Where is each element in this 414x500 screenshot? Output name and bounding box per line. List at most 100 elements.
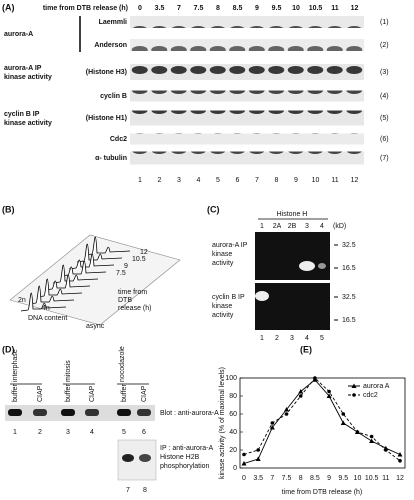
band	[85, 409, 99, 416]
blot	[130, 133, 364, 145]
panel-label: (B)	[2, 204, 15, 214]
row-label: Anderson	[94, 42, 127, 49]
axis-label: async	[86, 323, 105, 330]
x-tick-label: 10	[354, 475, 362, 482]
marker	[256, 448, 260, 452]
row-label: cyclin B IP	[212, 294, 245, 301]
treatment-label: buffer	[12, 384, 19, 402]
z-tick: 10.5	[132, 256, 146, 263]
row-label: Cdc2	[110, 136, 127, 143]
lane-label: 3	[305, 223, 309, 230]
blot	[255, 283, 330, 330]
lane-number: 8	[143, 487, 147, 494]
time-label: 7	[177, 5, 181, 12]
row-label: activity	[212, 312, 234, 319]
plot-frame	[239, 377, 406, 469]
lane-number: 1	[13, 429, 17, 436]
series-line	[243, 379, 401, 464]
lane-number: 1	[260, 335, 264, 342]
panel-label: (E)	[300, 344, 312, 354]
band	[122, 454, 134, 462]
y-tick-label: 60	[229, 411, 237, 418]
row-label: kinase	[212, 251, 232, 258]
blot-label: Blot : anti-aurora-A	[160, 410, 219, 417]
lane-number: 4	[90, 429, 94, 436]
treatment-label: buffer	[121, 384, 128, 402]
treatment-label: CIAP	[89, 385, 96, 402]
axis-label: DNA content	[28, 315, 67, 322]
marker	[398, 459, 402, 463]
lane-number: 10	[312, 177, 320, 184]
x-tick-label: 7	[270, 475, 274, 482]
y-tick-label: 40	[229, 429, 237, 436]
panel-label: (A)	[2, 2, 15, 12]
row-number: (4)	[380, 93, 389, 100]
blot	[130, 110, 364, 126]
band	[33, 409, 47, 416]
size-marker: 16.5	[342, 265, 356, 272]
row-number: (3)	[380, 69, 389, 76]
row-label: activity	[212, 260, 234, 267]
floor	[9, 234, 181, 326]
x-tick-label: 7.5	[282, 475, 292, 482]
lane-number: 2	[275, 335, 279, 342]
lane-label: 2B	[288, 223, 297, 230]
z-tick: 7.5	[116, 270, 126, 277]
group-label: kinase activity	[4, 74, 52, 81]
size-marker: 32.5	[342, 294, 356, 301]
lane-number: 6	[236, 177, 240, 184]
y-axis-label: kinase activity (% of maximal levels)	[219, 367, 226, 479]
blot	[130, 151, 364, 165]
marker	[269, 425, 275, 430]
row-label: cyclin B	[100, 93, 127, 100]
lane-number: 3	[290, 335, 294, 342]
y-tick-label: 0	[233, 465, 237, 472]
axis-label: 2n	[18, 297, 26, 304]
group-label: nocodazole	[119, 346, 126, 382]
lane-number: 8	[275, 177, 279, 184]
group-label: cyclin B IP	[4, 111, 40, 118]
lane-number: 7	[126, 487, 130, 494]
panel-a: (A) time from DTB release (h) 0 3.5 7 7.5 8 8…	[2, 2, 389, 183]
treatment-label: CIAP	[37, 385, 44, 402]
legend-label: cdc2	[363, 392, 378, 399]
x-tick-label: 12	[396, 475, 404, 482]
lane-number: 7	[255, 177, 259, 184]
band	[299, 261, 315, 271]
x-tick-label: 10.5	[365, 475, 379, 482]
time-label: 10.5	[309, 5, 323, 12]
group-label: kinase activity	[4, 120, 52, 127]
lane-number: 12	[351, 177, 359, 184]
blot	[130, 64, 364, 80]
row-label: (Histone H3)	[86, 69, 127, 76]
marker	[270, 421, 275, 425]
band	[255, 291, 269, 301]
x-tick-label: 9	[327, 475, 331, 482]
z-label: release (h)	[118, 305, 151, 312]
z-tick: 9	[124, 263, 128, 270]
marker	[327, 389, 331, 394]
row-number: (7)	[380, 155, 389, 162]
y-tick-label: 20	[229, 447, 237, 454]
group-label: aurora-A IP	[4, 65, 42, 72]
marker	[355, 430, 360, 434]
time-label: 8.5	[233, 5, 243, 12]
ip-label: IP : anti-aurora-A	[160, 445, 214, 452]
lane-number: 5	[320, 335, 324, 342]
band	[139, 454, 151, 462]
x-tick-label: 11	[382, 475, 389, 482]
time-label: 7.5	[194, 5, 204, 12]
band	[137, 409, 151, 416]
lane-number: 4	[305, 335, 309, 342]
panel-c: (C) Histone H (kD) 1 2A 2B 3 4 1 2 3 4 5 32.5 16.5 3…	[207, 204, 356, 341]
row-label: kinase	[212, 303, 232, 310]
marker	[255, 456, 261, 461]
size-marker: 32.5	[342, 242, 356, 249]
lane-number: 9	[294, 177, 298, 184]
row-number: (1)	[380, 19, 389, 26]
marker	[341, 412, 346, 416]
row-number: (6)	[380, 136, 389, 143]
lane-label: 1	[260, 223, 264, 230]
panel-label: (C)	[207, 204, 220, 214]
